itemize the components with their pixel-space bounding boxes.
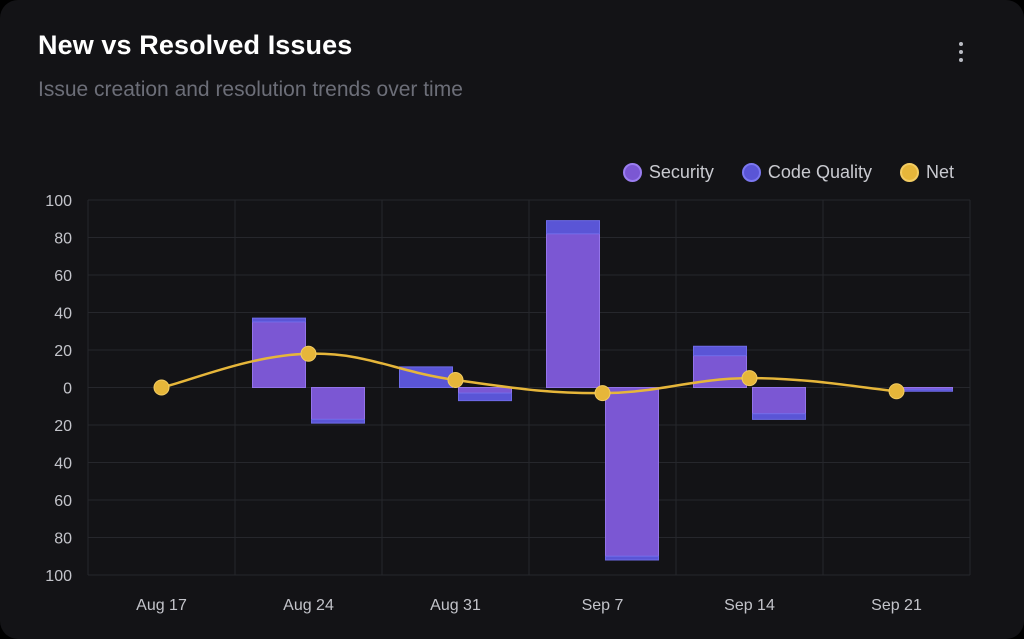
legend-item-code-quality[interactable]: Code Quality [741,162,872,183]
bar-code-quality-resolved [605,555,659,561]
y-tick-label: 0 [63,381,72,398]
legend-label-net: Net [925,162,954,182]
net-point [300,345,317,362]
bar-code-quality-resolved [311,418,365,424]
y-tick-label: 60 [54,493,72,510]
more-options-button[interactable] [945,34,977,70]
more-vertical-icon [959,42,963,46]
legend-label-security: Security [648,162,714,182]
y-tick-label: 100 [45,193,72,210]
y-tick-label: 80 [54,531,72,548]
bar-security-new [546,233,600,388]
legend-label-code-quality: Code Quality [767,162,872,182]
y-tick-label: 60 [54,268,72,285]
bar-security-resolved [605,387,659,557]
x-tick-label: Sep 21 [871,597,922,614]
net-point [888,383,905,400]
y-tick-label: 40 [54,306,72,323]
y-tick-label: 40 [54,456,72,473]
net-line [161,352,897,395]
x-tick-label: Aug 17 [136,597,187,614]
more-vertical-icon [959,58,963,62]
bar-code-quality-new [693,345,747,357]
chart-title: New vs Resolved Issues [38,30,353,60]
net-point [447,372,464,388]
chart-subtitle: Issue creation and resolution trends ove… [38,78,463,101]
x-tick-label: Sep 7 [582,597,624,614]
bar-code-quality-resolved [752,413,806,420]
legend-swatch-net [899,163,919,182]
y-tick-label: 20 [54,343,72,360]
x-tick-label: Aug 24 [283,597,334,614]
x-tick-label: Aug 31 [430,597,481,614]
y-tick-label: 20 [54,418,72,435]
chart-legend: Security Code Quality Net [622,162,954,183]
bar-security-resolved [311,387,365,420]
more-vertical-icon [959,50,963,54]
x-tick-label: Sep 14 [724,597,775,614]
bar-security-resolved [458,387,512,394]
bar-code-quality-new [546,220,600,235]
bar-code-quality-new [252,317,306,323]
bar-security-resolved [752,387,806,415]
legend-item-security[interactable]: Security [622,162,714,183]
legend-item-net[interactable]: Net [899,162,954,183]
net-point [153,379,170,396]
bar-code-quality-resolved [458,392,512,402]
y-tick-label: 80 [54,231,72,248]
net-point [741,370,758,387]
bar-code-quality-resolved [899,388,953,392]
legend-swatch-security [622,163,642,182]
legend-swatch-code-quality [741,163,761,182]
y-tick-label: 100 [45,568,72,585]
net-point [594,385,611,402]
